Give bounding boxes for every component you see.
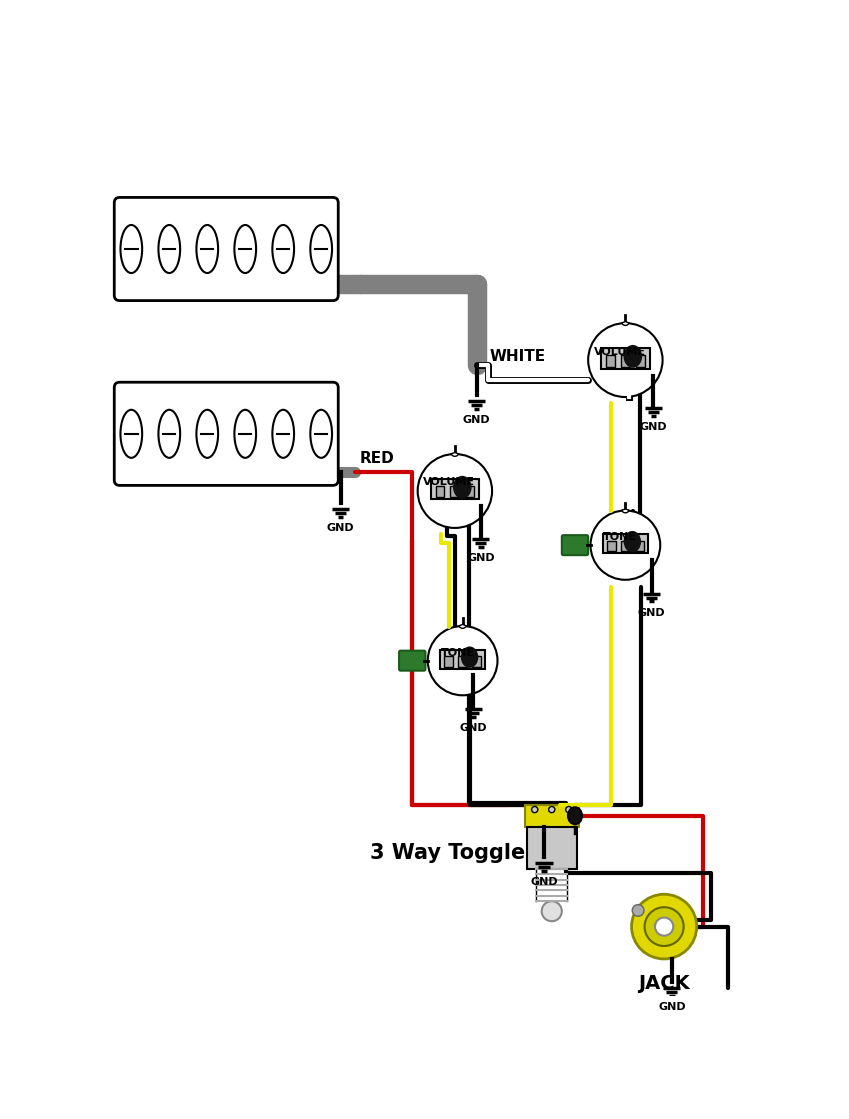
Text: GND: GND bbox=[658, 1003, 686, 1012]
Ellipse shape bbox=[196, 410, 218, 458]
Text: RED: RED bbox=[360, 451, 395, 466]
Circle shape bbox=[655, 918, 673, 935]
FancyBboxPatch shape bbox=[636, 356, 644, 367]
Circle shape bbox=[632, 894, 697, 959]
FancyBboxPatch shape bbox=[465, 487, 475, 498]
Circle shape bbox=[565, 807, 572, 812]
Ellipse shape bbox=[568, 807, 582, 825]
FancyBboxPatch shape bbox=[621, 356, 630, 367]
Text: GND: GND bbox=[327, 523, 354, 533]
Circle shape bbox=[418, 454, 492, 528]
Text: GND: GND bbox=[530, 877, 558, 887]
Wedge shape bbox=[621, 321, 629, 326]
Text: VOLUME: VOLUME bbox=[424, 478, 475, 488]
Circle shape bbox=[633, 904, 644, 916]
Ellipse shape bbox=[273, 225, 294, 273]
Text: GND: GND bbox=[459, 723, 486, 733]
Ellipse shape bbox=[461, 647, 478, 668]
Ellipse shape bbox=[159, 410, 180, 458]
FancyBboxPatch shape bbox=[525, 805, 579, 827]
Wedge shape bbox=[459, 624, 466, 628]
Circle shape bbox=[591, 510, 661, 580]
FancyBboxPatch shape bbox=[445, 656, 453, 667]
Ellipse shape bbox=[273, 410, 294, 458]
FancyBboxPatch shape bbox=[606, 356, 615, 367]
FancyBboxPatch shape bbox=[399, 650, 425, 670]
FancyBboxPatch shape bbox=[451, 487, 459, 498]
Circle shape bbox=[588, 323, 662, 397]
Text: WHITE: WHITE bbox=[490, 349, 546, 365]
FancyBboxPatch shape bbox=[607, 540, 616, 552]
FancyBboxPatch shape bbox=[603, 534, 648, 553]
Ellipse shape bbox=[234, 225, 256, 273]
Text: TONE: TONE bbox=[441, 648, 475, 658]
Ellipse shape bbox=[121, 410, 142, 458]
Circle shape bbox=[542, 901, 562, 921]
Text: TONE: TONE bbox=[603, 533, 637, 543]
Ellipse shape bbox=[311, 225, 332, 273]
Circle shape bbox=[531, 807, 537, 812]
Text: GND: GND bbox=[467, 553, 495, 563]
Text: GND: GND bbox=[639, 422, 667, 432]
FancyBboxPatch shape bbox=[440, 649, 486, 669]
Wedge shape bbox=[621, 509, 629, 513]
Text: GND: GND bbox=[463, 415, 491, 425]
Circle shape bbox=[428, 626, 498, 695]
Ellipse shape bbox=[121, 225, 142, 273]
Ellipse shape bbox=[196, 225, 218, 273]
FancyBboxPatch shape bbox=[430, 479, 479, 499]
Ellipse shape bbox=[624, 530, 641, 553]
Ellipse shape bbox=[623, 345, 642, 368]
FancyBboxPatch shape bbox=[601, 348, 649, 368]
FancyBboxPatch shape bbox=[436, 487, 445, 498]
Wedge shape bbox=[451, 452, 458, 457]
Ellipse shape bbox=[311, 410, 332, 458]
Text: VOLUME: VOLUME bbox=[593, 347, 646, 357]
FancyBboxPatch shape bbox=[526, 827, 577, 868]
Ellipse shape bbox=[159, 225, 180, 273]
FancyBboxPatch shape bbox=[115, 383, 338, 486]
FancyBboxPatch shape bbox=[635, 540, 644, 552]
FancyBboxPatch shape bbox=[472, 656, 481, 667]
FancyBboxPatch shape bbox=[458, 656, 467, 667]
Text: 3 Way Toggle: 3 Way Toggle bbox=[369, 844, 525, 864]
FancyBboxPatch shape bbox=[562, 535, 588, 555]
Ellipse shape bbox=[453, 476, 471, 499]
Text: GND: GND bbox=[638, 608, 666, 618]
Circle shape bbox=[548, 807, 555, 812]
Circle shape bbox=[644, 908, 683, 946]
FancyBboxPatch shape bbox=[621, 540, 630, 552]
Ellipse shape bbox=[234, 410, 256, 458]
FancyBboxPatch shape bbox=[115, 197, 338, 301]
Text: JACK: JACK bbox=[638, 975, 690, 994]
